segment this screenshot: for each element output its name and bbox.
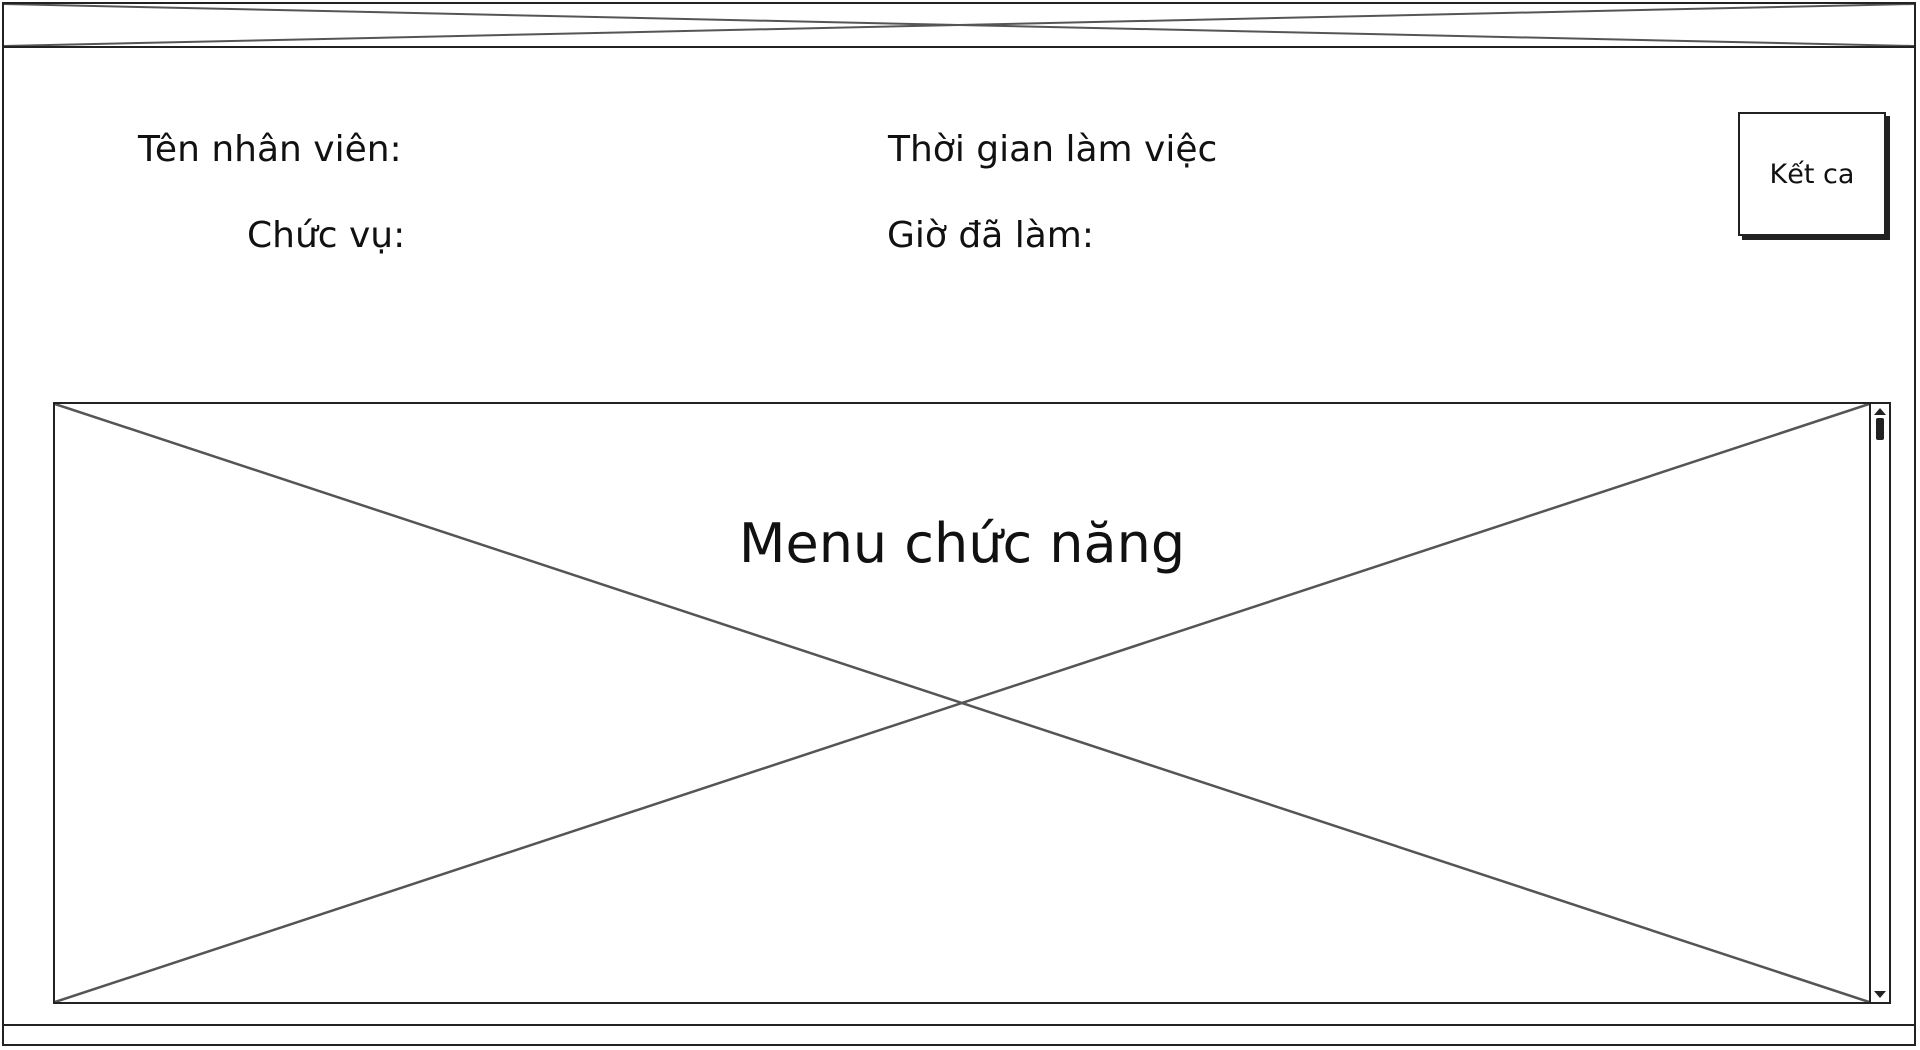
employee-name-label: Tên nhân viên: — [138, 129, 402, 170]
position-label: Chức vụ: — [247, 215, 406, 256]
function-menu-panel: Menu chức năng — [53, 402, 1891, 1004]
end-shift-button[interactable]: Kết ca — [1738, 112, 1886, 236]
scroll-thumb[interactable] — [1876, 418, 1884, 440]
menu-title: Menu chức năng — [738, 512, 1186, 575]
work-time-label: Thời gian làm việc — [888, 129, 1218, 170]
vertical-scrollbar[interactable] — [1869, 404, 1889, 1002]
image-placeholder-cross — [55, 404, 1869, 1002]
hours-worked-label: Giờ đã làm: — [887, 215, 1094, 256]
image-placeholder-cross — [4, 4, 1914, 46]
scroll-up-icon[interactable] — [1874, 408, 1886, 415]
status-bar — [4, 1024, 1914, 1044]
scroll-down-icon[interactable] — [1874, 991, 1886, 998]
title-bar-placeholder — [4, 4, 1914, 48]
